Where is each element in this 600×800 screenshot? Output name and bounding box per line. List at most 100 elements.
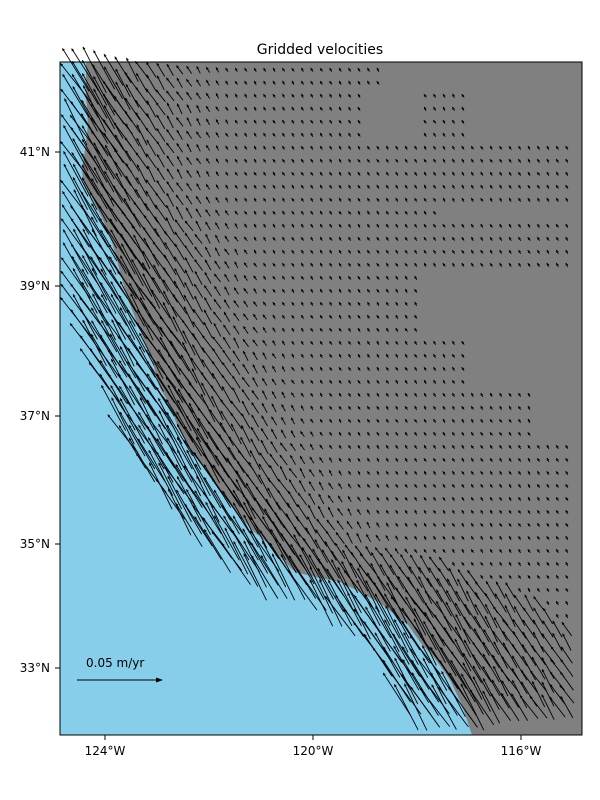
velocity-vector	[71, 48, 100, 92]
velocity-vector-head	[186, 66, 190, 69]
velocity-vector-head	[410, 648, 413, 652]
velocity-vector-head	[262, 340, 266, 343]
velocity-vector-head	[142, 273, 146, 277]
velocity-vector-head	[282, 106, 285, 110]
velocity-vector-head	[282, 236, 285, 240]
velocity-vector-head	[197, 428, 200, 431]
velocity-vector-head	[191, 368, 195, 372]
velocity-vector-head	[552, 633, 556, 636]
velocity-vector-head	[529, 696, 533, 699]
velocity-vector-head	[339, 171, 342, 175]
velocity-vector-head	[338, 328, 342, 332]
velocity-vector	[124, 97, 141, 120]
velocity-vector	[232, 387, 241, 403]
velocity-vector-head	[531, 645, 535, 649]
velocity-vector	[176, 436, 202, 484]
velocity-vector-head	[224, 274, 227, 277]
velocity-vector-head	[556, 198, 559, 201]
velocity-vector-head	[100, 334, 103, 338]
velocity-vector-head	[71, 152, 75, 156]
velocity-vector-head	[320, 197, 323, 201]
velocity-vector-head	[348, 471, 351, 474]
velocity-vector-head	[329, 301, 333, 305]
velocity-vector-head	[537, 562, 540, 565]
velocity-vector-head	[565, 523, 569, 527]
velocity-vector-head	[262, 516, 265, 520]
velocity-vector-head	[282, 93, 285, 97]
velocity-vector-head	[225, 67, 229, 71]
velocity-vector-head	[472, 642, 476, 645]
velocity-vector	[184, 503, 213, 547]
velocity-vector-head	[280, 442, 283, 446]
velocity-vector-head	[527, 185, 531, 188]
velocity-vector-head	[192, 505, 196, 509]
velocity-vector	[473, 628, 490, 656]
velocity-vector-head	[71, 244, 74, 247]
velocity-vector-head	[263, 327, 266, 331]
velocity-vector	[125, 123, 140, 147]
velocity-vector-head	[376, 367, 380, 370]
velocity-vector	[127, 373, 156, 417]
velocity-vector-head	[166, 142, 169, 146]
velocity-vector-head	[414, 549, 417, 553]
velocity-vector	[196, 427, 220, 467]
velocity-vector-head	[375, 593, 378, 597]
velocity-vector-head	[310, 93, 314, 97]
velocity-vector-head	[166, 129, 170, 133]
velocity-vector-head	[197, 407, 201, 411]
velocity-vector	[221, 386, 232, 404]
velocity-vector	[110, 385, 136, 431]
velocity-vector-head	[386, 445, 389, 449]
velocity-vector-head	[523, 607, 526, 611]
velocity-vector-head	[339, 341, 342, 344]
velocity-vector-head	[243, 326, 246, 330]
velocity-vector	[309, 566, 334, 614]
velocity-vector-head	[220, 399, 223, 403]
velocity-vector-head	[152, 277, 156, 280]
velocity-vector-head	[329, 328, 333, 332]
velocity-vector-head	[60, 284, 64, 287]
velocity-vector-head	[186, 131, 189, 134]
velocity-vector-head	[461, 171, 465, 175]
velocity-vector-head	[461, 549, 465, 552]
velocity-vector-head	[124, 198, 127, 202]
velocity-vector-head	[405, 159, 408, 162]
velocity-vector-head	[461, 197, 465, 201]
velocity-vector-head	[300, 456, 303, 459]
velocity-vector	[165, 399, 194, 443]
velocity-vector-head	[556, 601, 559, 605]
velocity-vector-head	[192, 344, 195, 348]
velocity-vector-head	[556, 588, 559, 592]
velocity-vector	[119, 281, 145, 327]
velocity-vector-head	[309, 579, 313, 583]
velocity-vector-head	[546, 523, 550, 527]
velocity-vector	[146, 373, 175, 417]
velocity-vector	[103, 159, 124, 189]
velocity-vector-head	[407, 576, 411, 580]
velocity-vector-head	[494, 593, 498, 597]
velocity-vector-head	[546, 171, 550, 175]
velocity-vector-head	[234, 287, 237, 291]
velocity-vector-head	[326, 530, 329, 534]
velocity-vector-head	[135, 112, 139, 116]
velocity-vector-head	[512, 631, 516, 635]
velocity-vector-head	[250, 530, 253, 534]
velocity-vector-head	[556, 536, 559, 540]
velocity-vector-head	[442, 94, 446, 97]
velocity-vector-head	[374, 632, 378, 636]
velocity-vector-head	[423, 237, 427, 240]
velocity-vector-head	[367, 509, 370, 513]
velocity-vector-head	[405, 406, 408, 410]
velocity-vector-head	[394, 684, 397, 688]
velocity-vector-head	[62, 191, 65, 195]
velocity-vector-head	[254, 185, 257, 188]
velocity-vector-head	[346, 532, 350, 536]
velocity-vector-head	[165, 452, 169, 455]
velocity-vector-head	[405, 172, 408, 176]
velocity-vector	[440, 647, 467, 689]
velocity-vector-head	[348, 314, 351, 318]
velocity-vector-head	[320, 406, 323, 409]
velocity-vector-head	[117, 271, 121, 275]
velocity-vector	[450, 659, 476, 703]
velocity-vector-head	[329, 198, 333, 202]
